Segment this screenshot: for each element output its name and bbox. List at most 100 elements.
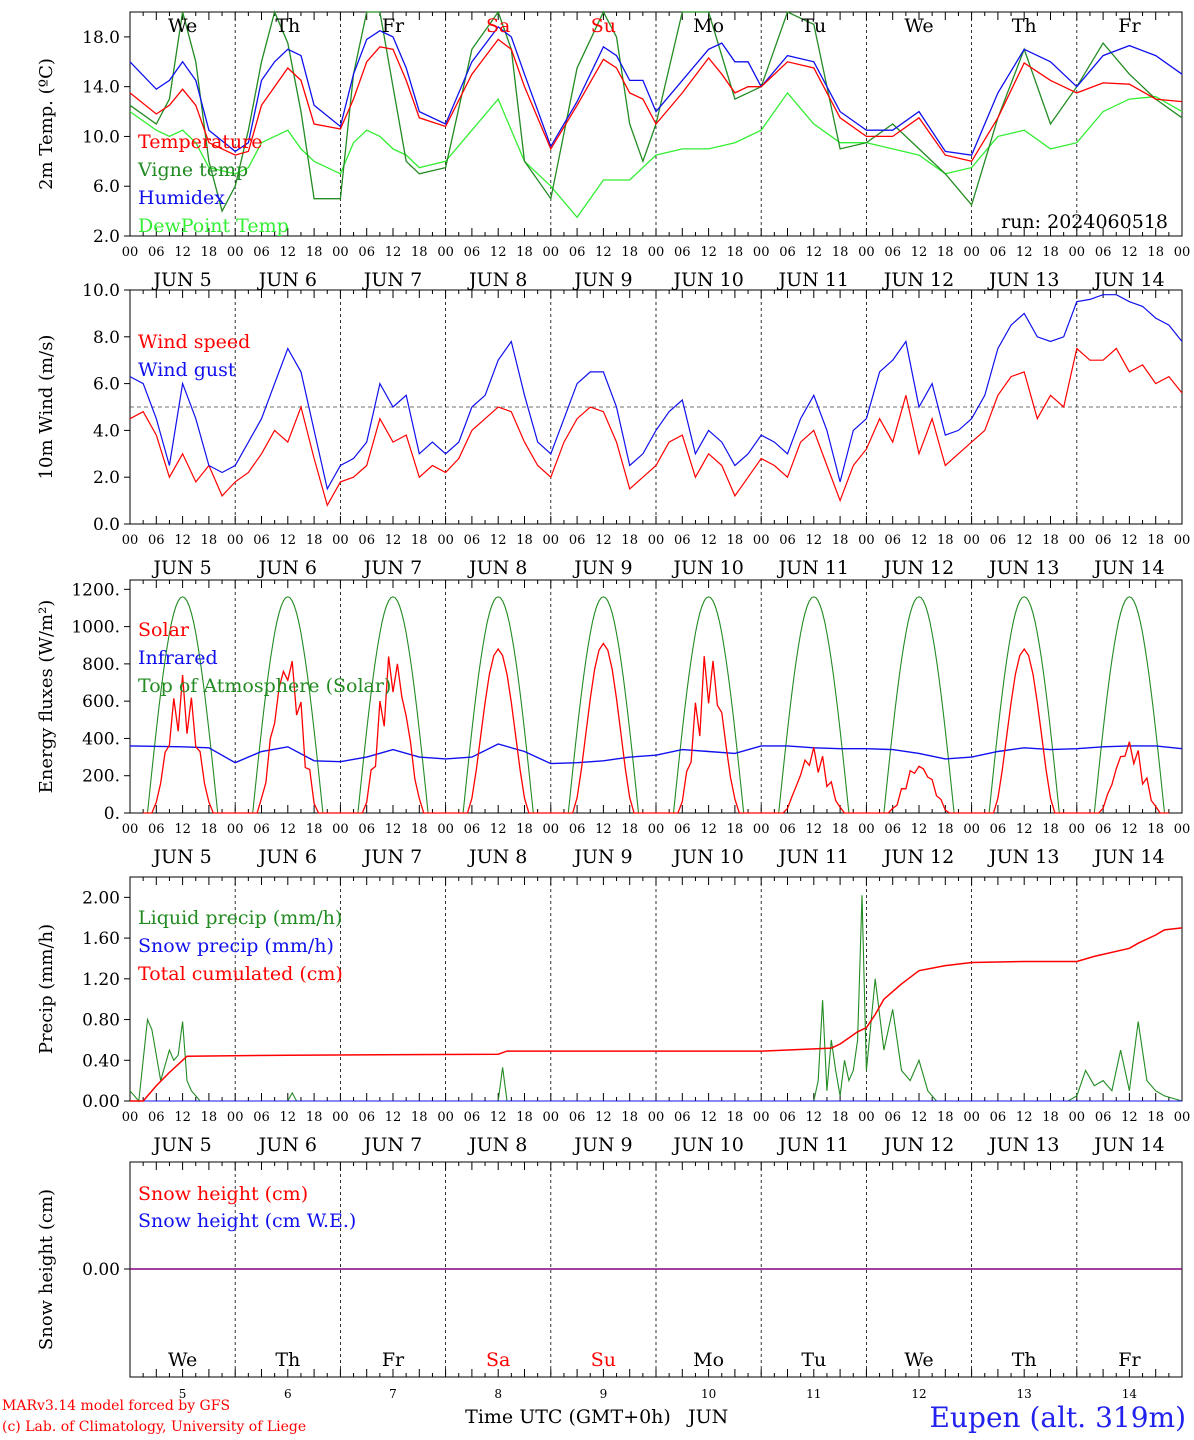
- date-label: JUN 9: [572, 846, 632, 868]
- hour-tick-label: 12: [280, 245, 297, 260]
- date-label: JUN 7: [362, 269, 422, 291]
- weekday-label-bottom: We: [904, 1349, 933, 1371]
- weekday-label-bottom: Th: [275, 1349, 300, 1371]
- hour-tick-label: 12: [911, 245, 928, 260]
- hour-tick-label: 12: [280, 822, 297, 837]
- y-tick-label: 0.0: [93, 515, 120, 535]
- date-label: JUN 7: [362, 557, 422, 579]
- series-temperature: [129, 38, 1183, 163]
- hour-tick-label: 12: [174, 822, 191, 837]
- hour-tick-label: 06: [253, 533, 270, 548]
- date-label: JUN 14: [1092, 846, 1164, 868]
- hour-tick-label: 18: [516, 533, 533, 548]
- y-tick-label: 2.00: [82, 888, 120, 908]
- date-label: JUN 12: [882, 1134, 954, 1156]
- hour-tick-label: 00: [1174, 822, 1191, 837]
- hour-tick-label: 18: [1042, 533, 1059, 548]
- weekday-label: Tu: [801, 15, 826, 37]
- hour-tick-label: 12: [280, 533, 297, 548]
- hour-tick-label: 12: [490, 245, 507, 260]
- hour-tick-label: 06: [990, 822, 1007, 837]
- hour-tick-label: 06: [884, 1110, 901, 1125]
- y-tick-label: 0.00: [82, 1092, 120, 1112]
- date-label: JUN 11: [777, 1134, 849, 1156]
- hour-tick-label: 00: [648, 245, 665, 260]
- series-infrared: [129, 743, 1183, 765]
- y-tick-label: 1.20: [82, 970, 120, 990]
- date-label: JUN 6: [257, 557, 317, 579]
- hour-tick-label: 00: [122, 533, 139, 548]
- hour-tick-label: 18: [1042, 1110, 1059, 1125]
- legend-wind-speed: Wind speed: [138, 331, 250, 353]
- hour-tick-label: 06: [148, 533, 165, 548]
- hour-tick-label: 00: [858, 1110, 875, 1125]
- date-label: JUN 5: [151, 269, 211, 291]
- legend-snow-height-cm-: Snow height (cm): [138, 1183, 308, 1205]
- y-tick-label: 0.80: [82, 1011, 120, 1031]
- hour-tick-label: 18: [832, 1110, 849, 1125]
- hour-tick-label: 18: [516, 822, 533, 837]
- hour-tick-label: 06: [779, 822, 796, 837]
- legend-dewpoint-temp: DewPoint Temp: [138, 215, 289, 237]
- y-tick-label: 0.00: [82, 1260, 120, 1280]
- hour-tick-label: 06: [779, 245, 796, 260]
- run-label: run: 2024060518: [1001, 211, 1168, 233]
- y-tick-label: 8.0: [93, 328, 120, 348]
- hour-tick-label: 00: [543, 245, 560, 260]
- weekday-label-bottom: Su: [591, 1349, 616, 1371]
- weekday-label: Su: [591, 15, 616, 37]
- date-label: JUN 13: [987, 1134, 1059, 1156]
- date-label: JUN 6: [257, 846, 317, 868]
- hour-tick-label: 12: [595, 245, 612, 260]
- hour-tick-label: 00: [963, 245, 980, 260]
- hour-tick-label: 12: [1121, 822, 1138, 837]
- date-label: JUN 6: [257, 1134, 317, 1156]
- hour-tick-label: 12: [385, 822, 402, 837]
- hour-tick-label: 12: [490, 533, 507, 548]
- hour-tick-label: 06: [253, 245, 270, 260]
- y-tick-label: 10.0: [82, 127, 120, 147]
- hour-tick-label: 00: [1069, 822, 1086, 837]
- hour-tick-label: 12: [911, 533, 928, 548]
- y-axis-label: Energy fluxes (W/m²): [36, 600, 57, 794]
- hour-tick-label: 06: [358, 1110, 375, 1125]
- date-label: JUN 13: [987, 557, 1059, 579]
- hour-tick-label: 06: [1095, 533, 1112, 548]
- hour-tick-label: 06: [358, 533, 375, 548]
- hour-tick-label: 12: [385, 533, 402, 548]
- date-label: JUN 13: [987, 846, 1059, 868]
- hour-tick-label: 06: [569, 822, 586, 837]
- hour-tick-label: 12: [1121, 245, 1138, 260]
- hour-tick-label: 18: [937, 245, 954, 260]
- hour-tick-label: 12: [280, 1110, 297, 1125]
- hour-tick-label: 06: [464, 533, 481, 548]
- hour-tick-label: 12: [700, 822, 717, 837]
- hour-tick-label: 12: [490, 822, 507, 837]
- hour-tick-label: 06: [674, 533, 691, 548]
- hour-tick-label: 00: [122, 1110, 139, 1125]
- hour-tick-label: 00: [858, 245, 875, 260]
- hour-tick-label: 00: [227, 245, 244, 260]
- hour-tick-label: 06: [1095, 822, 1112, 837]
- date-number-label: 14: [1122, 1387, 1138, 1401]
- hour-tick-label: 18: [832, 245, 849, 260]
- date-label: JUN 8: [467, 557, 527, 579]
- station-title: Eupen (alt. 319m): [929, 1401, 1186, 1434]
- hour-tick-label: 06: [148, 1110, 165, 1125]
- date-label: JUN 11: [777, 269, 849, 291]
- date-number-label: 11: [806, 1387, 821, 1401]
- date-number-label: 9: [600, 1387, 608, 1401]
- hour-tick-label: 00: [543, 822, 560, 837]
- date-number-label: 13: [1017, 1387, 1032, 1401]
- legend-liquid-precip-mm-h-: Liquid precip (mm/h): [138, 907, 342, 929]
- hour-tick-label: 00: [122, 822, 139, 837]
- hour-tick-label: 00: [1069, 1110, 1086, 1125]
- credit-line-1: MARv3.14 model forced by GFS: [2, 1398, 231, 1414]
- weekday-label: Th: [275, 15, 300, 37]
- hour-tick-label: 12: [385, 1110, 402, 1125]
- hour-tick-label: 00: [332, 822, 349, 837]
- date-label: JUN 11: [777, 557, 849, 579]
- date-label: JUN 10: [671, 557, 743, 579]
- hour-tick-label: 06: [464, 1110, 481, 1125]
- hour-tick-label: 18: [1147, 1110, 1164, 1125]
